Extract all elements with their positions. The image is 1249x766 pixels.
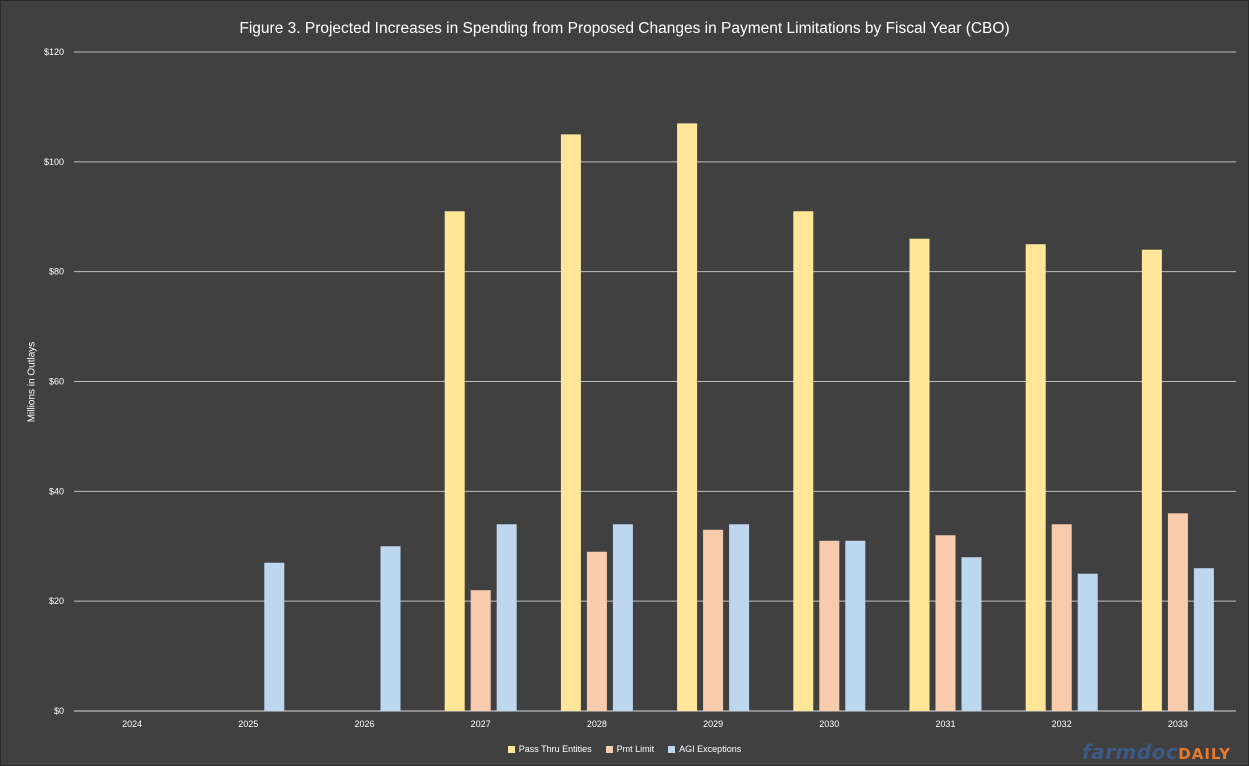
bar-pmt-limit (819, 541, 839, 711)
bar-pass-thru-entities (445, 211, 465, 711)
x-tick-label: 2030 (819, 719, 839, 729)
legend-item-agi-exceptions: AGI Exceptions (668, 744, 741, 754)
logo-part-daily: DAILY (1178, 745, 1231, 763)
x-tick-label: 2026 (354, 719, 374, 729)
bar-pmt-limit (1168, 513, 1188, 711)
y-tick-label: $120 (44, 47, 64, 57)
x-tick-label: 2027 (471, 719, 491, 729)
x-tick-label: 2031 (935, 719, 955, 729)
y-tick-label: $100 (44, 157, 64, 167)
y-tick-label: $60 (49, 377, 64, 387)
bar-agi-exceptions (497, 524, 517, 711)
legend: Pass Thru Entities Pmt Limit AGI Excepti… (0, 744, 1249, 754)
y-tick-label: $0 (54, 706, 64, 716)
legend-label-pmt-limit: Pmt Limit (617, 744, 655, 754)
bar-pmt-limit (1052, 524, 1072, 711)
logo-part-farmdoc: farmdoc (1082, 740, 1178, 764)
bar-agi-exceptions (1194, 568, 1214, 711)
bar-agi-exceptions (264, 563, 284, 711)
bar-agi-exceptions (1078, 574, 1098, 711)
x-tick-label: 2028 (587, 719, 607, 729)
legend-item-pass-thru: Pass Thru Entities (508, 744, 592, 754)
bar-pmt-limit (936, 535, 956, 711)
bar-agi-exceptions (962, 557, 982, 711)
bar-pass-thru-entities (793, 211, 813, 711)
x-tick-label: 2033 (1168, 719, 1188, 729)
bar-pmt-limit (587, 552, 607, 711)
bar-agi-exceptions (613, 524, 633, 711)
x-tick-label: 2029 (703, 719, 723, 729)
legend-label-agi-exceptions: AGI Exceptions (679, 744, 741, 754)
legend-swatch-agi-exceptions (668, 746, 675, 753)
bar-pass-thru-entities (677, 123, 697, 711)
y-tick-label: $40 (49, 486, 64, 496)
bar-agi-exceptions (381, 546, 401, 711)
y-tick-label: $20 (49, 596, 64, 606)
bar-pass-thru-entities (910, 239, 930, 711)
x-tick-label: 2025 (238, 719, 258, 729)
bar-agi-exceptions (729, 524, 749, 711)
x-tick-label: 2024 (122, 719, 142, 729)
bar-pmt-limit (471, 590, 491, 711)
y-tick-label: $80 (49, 267, 64, 277)
legend-swatch-pass-thru (508, 746, 515, 753)
bar-pmt-limit (703, 530, 723, 711)
legend-item-pmt-limit: Pmt Limit (606, 744, 655, 754)
legend-swatch-pmt-limit (606, 746, 613, 753)
bar-pass-thru-entities (561, 134, 581, 711)
bar-pass-thru-entities (1026, 244, 1046, 711)
farmdoc-daily-logo: farmdocDAILY (1082, 740, 1231, 764)
x-tick-label: 2032 (1052, 719, 1072, 729)
legend-label-pass-thru: Pass Thru Entities (519, 744, 592, 754)
bar-pass-thru-entities (1142, 250, 1162, 711)
bar-agi-exceptions (845, 541, 865, 711)
